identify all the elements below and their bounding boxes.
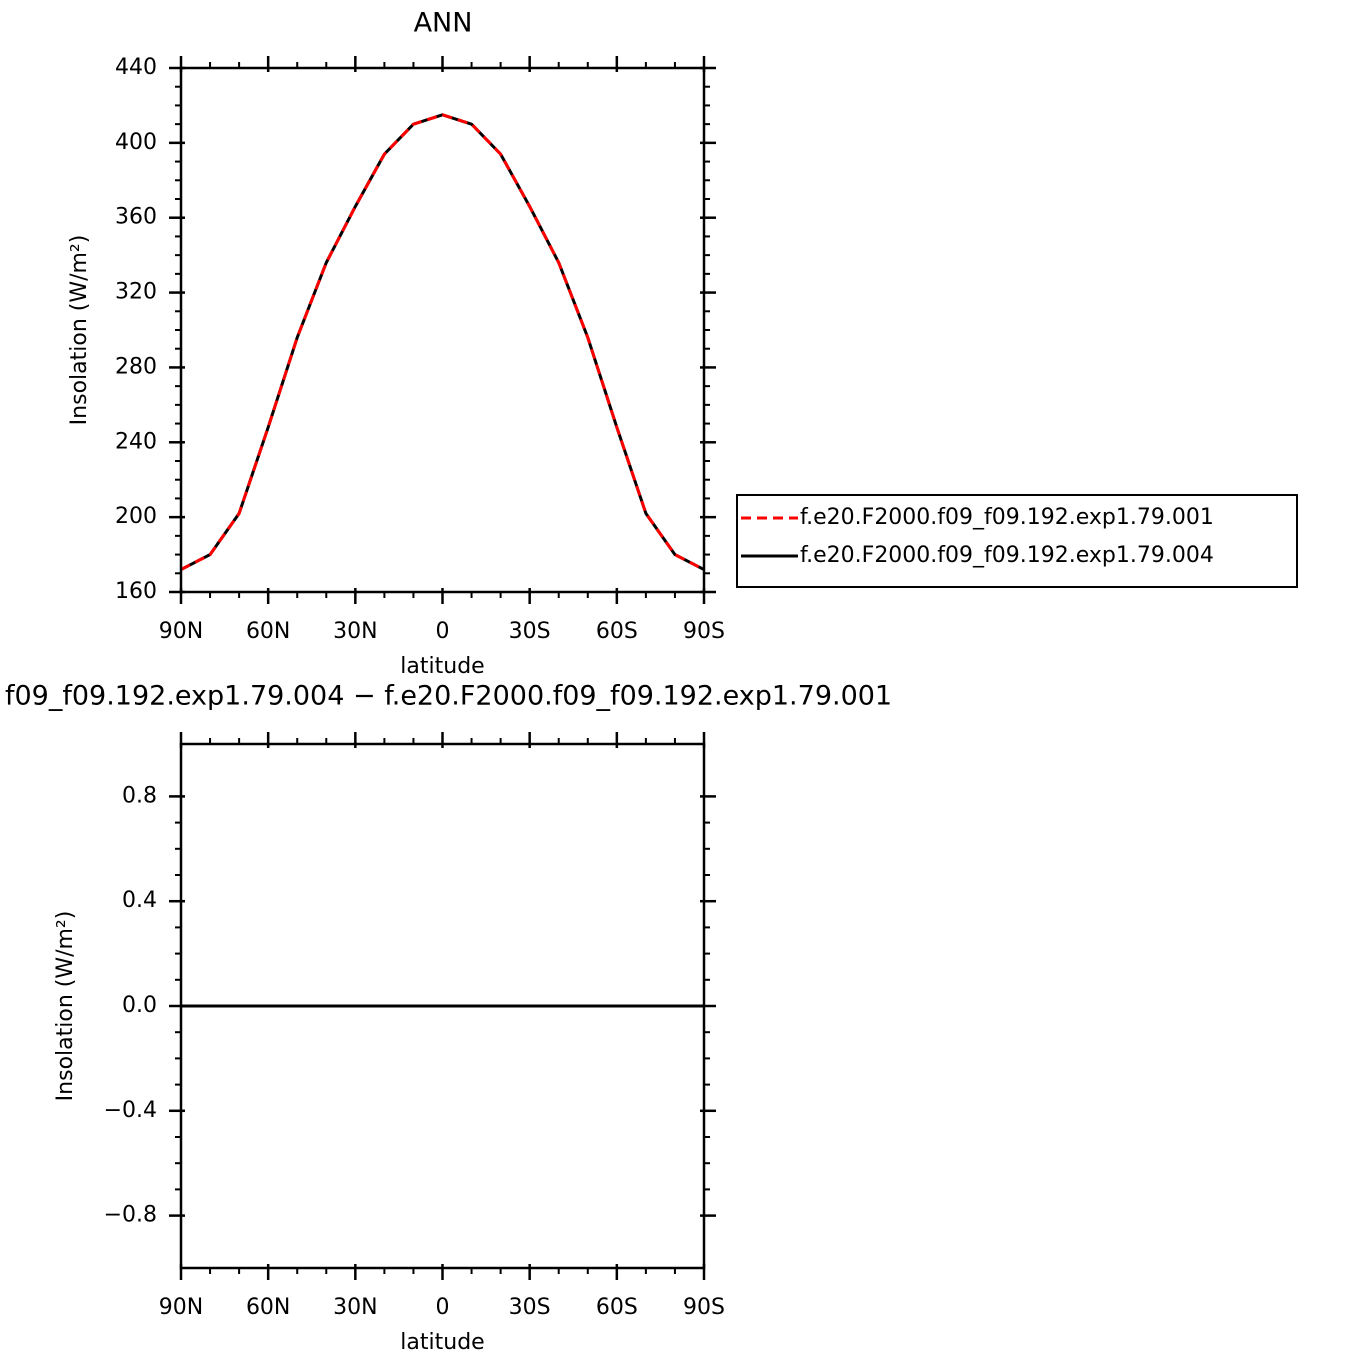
x-tick-label: 60S: [596, 1295, 638, 1320]
chart-title: ANN: [414, 8, 473, 39]
y-tick-label: 360: [115, 205, 157, 230]
legend-label: f.e20.F2000.f09_f09.192.exp1.79.004: [800, 543, 1214, 568]
x-tick-label: 90N: [159, 619, 203, 644]
y-tick-label: 240: [115, 429, 157, 454]
x-axis-label: latitude: [400, 654, 484, 679]
y-tick-label: 440: [115, 55, 157, 80]
y-axis-label: Insolation (W/m²): [53, 911, 78, 1102]
plot-frame: [179, 742, 706, 1270]
y-tick-label: 0.0: [122, 993, 157, 1018]
x-tick-label: 30S: [509, 1295, 551, 1320]
x-tick-label: 60N: [246, 619, 290, 644]
y-tick-label: 280: [115, 354, 157, 379]
x-tick-label: 0: [436, 1295, 450, 1320]
x-tick-label: 30S: [509, 619, 551, 644]
y-tick-label: 400: [115, 130, 157, 155]
y-tick-label: 160: [115, 579, 157, 604]
x-tick-label: 60N: [246, 1295, 290, 1320]
data-line: [180, 113, 705, 571]
x-tick-label: 30N: [333, 1295, 377, 1320]
y-axis-label: Insolation (W/m²): [67, 235, 92, 426]
x-tick-label: 0: [436, 619, 450, 644]
x-tick-label: 90S: [683, 619, 725, 644]
x-tick-label: 90N: [159, 1295, 203, 1320]
x-tick-label: 90S: [683, 1295, 725, 1320]
y-tick-label: 320: [115, 280, 157, 305]
chart-title: f09_f09.192.exp1.79.004 − f.e20.F2000.f0…: [5, 681, 892, 712]
x-axis-label: latitude: [400, 1330, 484, 1355]
x-tick-label: 60S: [596, 619, 638, 644]
y-tick-label: 0.8: [122, 783, 157, 808]
y-tick-label: −0.8: [104, 1203, 157, 1228]
y-tick-label: 0.4: [122, 888, 157, 913]
legend-box: [736, 494, 1298, 588]
plot-frame: [179, 66, 706, 594]
legend-label: f.e20.F2000.f09_f09.192.exp1.79.001: [800, 505, 1214, 530]
x-tick-label: 30N: [333, 619, 377, 644]
y-tick-label: −0.4: [104, 1098, 157, 1123]
y-tick-label: 200: [115, 504, 157, 529]
data-line: [180, 113, 705, 571]
